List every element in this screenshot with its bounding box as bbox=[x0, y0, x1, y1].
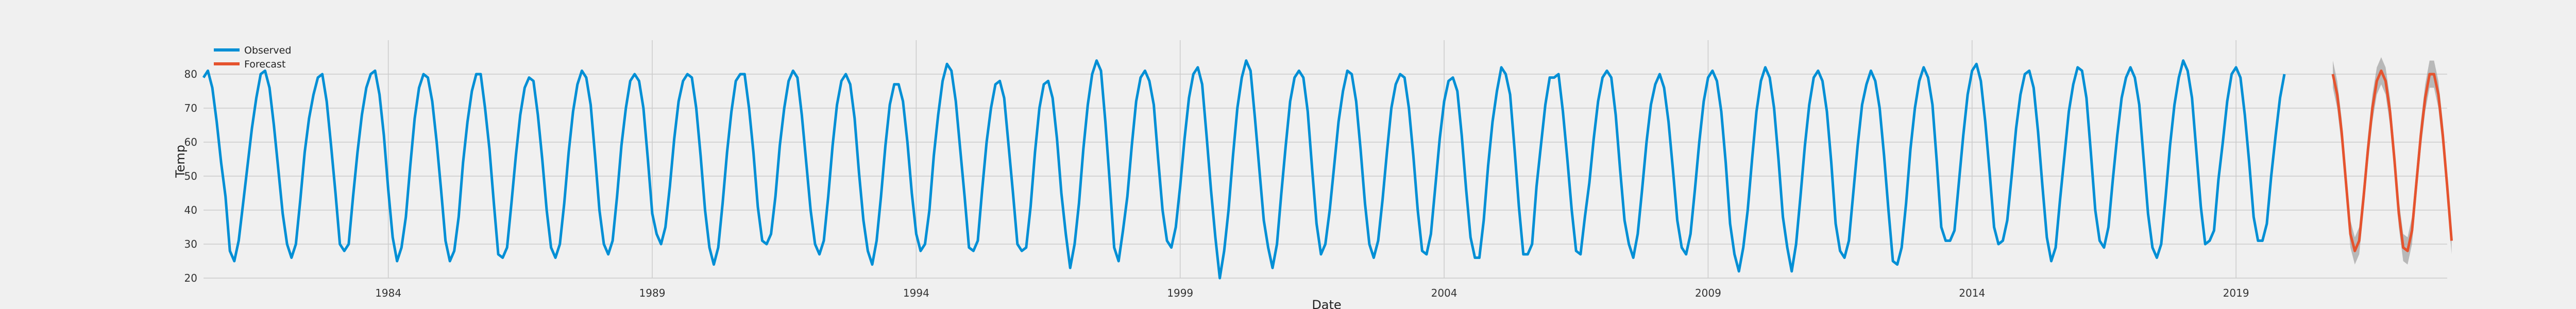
y-tick-label: 20 bbox=[184, 272, 197, 284]
x-tick-label: 2004 bbox=[1431, 287, 1458, 299]
y-tick-label: 30 bbox=[184, 238, 197, 250]
legend-label-forecast: Forecast bbox=[244, 59, 285, 70]
y-tick-label: 40 bbox=[184, 204, 197, 216]
series-line-observed bbox=[202, 59, 2286, 280]
legend: Observed Forecast bbox=[214, 45, 291, 70]
x-tick-label: 1984 bbox=[375, 287, 401, 299]
x-axis-label: Date bbox=[1312, 298, 1341, 309]
x-tick-label: 1994 bbox=[903, 287, 929, 299]
y-tick-label: 50 bbox=[184, 170, 197, 182]
y-tick-label: 80 bbox=[184, 68, 197, 80]
x-tick-label: 1989 bbox=[639, 287, 666, 299]
series-layer bbox=[202, 59, 2453, 280]
legend-label-observed: Observed bbox=[244, 45, 291, 56]
y-axis: 20 30 40 50 60 70 80 bbox=[184, 68, 197, 284]
series-line-forecast bbox=[2331, 69, 2453, 252]
x-tick-label: 2009 bbox=[1695, 287, 1721, 299]
y-tick-label: 70 bbox=[184, 102, 197, 114]
x-tick-label: 2019 bbox=[2223, 287, 2249, 299]
y-tick-label: 60 bbox=[184, 136, 197, 148]
x-tick-label: 1999 bbox=[1167, 287, 1193, 299]
x-tick-label: 2014 bbox=[1959, 287, 1985, 299]
y-axis-label: Temp bbox=[173, 145, 188, 178]
x-axis: 1984 1989 1994 1999 2004 2009 2014 2019 bbox=[375, 287, 2249, 299]
